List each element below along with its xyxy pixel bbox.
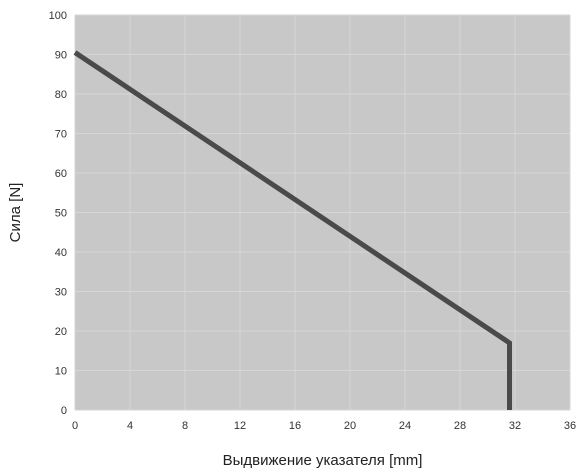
y-tick-label: 50 <box>55 208 67 220</box>
x-tick-label: 4 <box>127 420 133 432</box>
y-tick-label: 100 <box>49 10 67 22</box>
y-tick-label: 40 <box>55 247 67 259</box>
x-tick-label: 20 <box>344 420 356 432</box>
x-tick-label: 36 <box>564 420 576 432</box>
x-tick-label: 12 <box>234 420 246 432</box>
y-tick-label: 20 <box>55 326 67 338</box>
y-tick-label: 80 <box>55 89 67 101</box>
series-line-0 <box>73 50 512 410</box>
y-tick-label: 70 <box>55 129 67 141</box>
x-axis-title: Выдвижение указателя [mm] <box>223 452 423 469</box>
y-tick-label: 90 <box>55 50 67 62</box>
x-tick-label: 28 <box>454 420 466 432</box>
x-axis-ticks: 0 4 8 12 16 20 24 28 32 36 <box>72 420 576 432</box>
x-tick-label: 24 <box>399 420 411 432</box>
series-layer <box>73 50 512 410</box>
y-tick-label: 30 <box>55 287 67 299</box>
x-tick-label: 16 <box>289 420 301 432</box>
y-tick-label: 0 <box>61 405 67 417</box>
x-tick-label: 32 <box>509 420 521 432</box>
grid-lines <box>74 14 571 411</box>
x-tick-label: 0 <box>72 420 78 432</box>
y-axis-ticks: 0 10 20 30 40 50 60 70 80 90 100 <box>49 10 67 417</box>
y-tick-label: 10 <box>55 366 67 378</box>
y-axis-title: Сила [N] <box>7 183 24 243</box>
y-tick-label: 60 <box>55 168 67 180</box>
x-tick-label: 8 <box>182 420 188 432</box>
